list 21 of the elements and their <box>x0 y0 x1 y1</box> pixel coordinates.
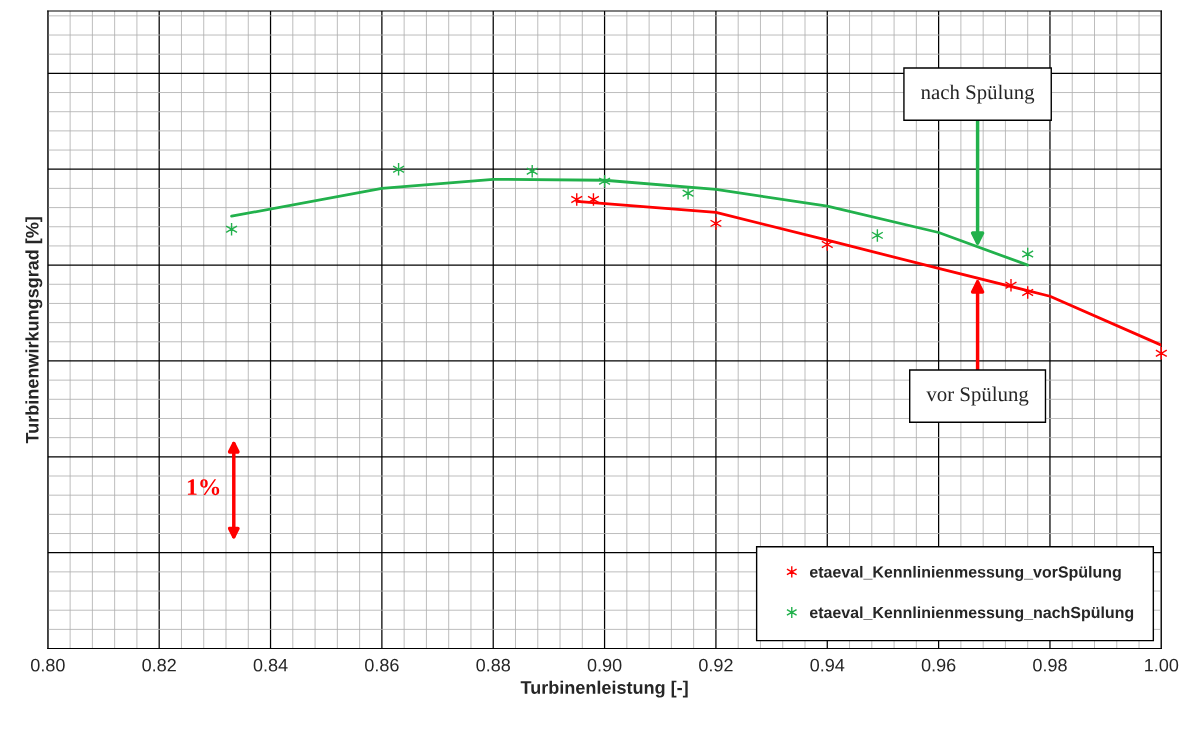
x-tick-label: 0.96 <box>921 658 956 672</box>
point <box>709 216 723 231</box>
x-tick-label: 0.84 <box>253 658 288 672</box>
x-tick-label: 0.94 <box>810 658 845 672</box>
legend-label: etaeval_Kennlinienmessung_nachSpülung <box>809 606 1134 622</box>
x-tick-label: 1.00 <box>1145 658 1179 672</box>
x-tick-label: 0.80 <box>30 658 65 672</box>
x-tick-label: 0.82 <box>142 658 176 672</box>
x-tick-label: 0.86 <box>365 658 399 672</box>
legend-label: etaeval_Kennlinienmessung_vorSpülung <box>809 565 1121 581</box>
x-axis-title: Turbinenleistung [-] <box>520 680 688 698</box>
x-tick-label: 0.92 <box>699 658 733 672</box>
x-tick-label: 0.98 <box>1033 658 1067 672</box>
x-tick-label: 0.90 <box>587 658 622 672</box>
annotation: 1% <box>187 479 220 496</box>
y-axis-title: Turbinenwirkungsgrad [%] <box>25 217 43 444</box>
point <box>681 186 695 201</box>
annotation: nach Spülung <box>921 84 1035 104</box>
x-tick-label: 0.88 <box>476 658 511 672</box>
point <box>1004 278 1018 293</box>
annotation: vor Spülung <box>926 386 1029 406</box>
